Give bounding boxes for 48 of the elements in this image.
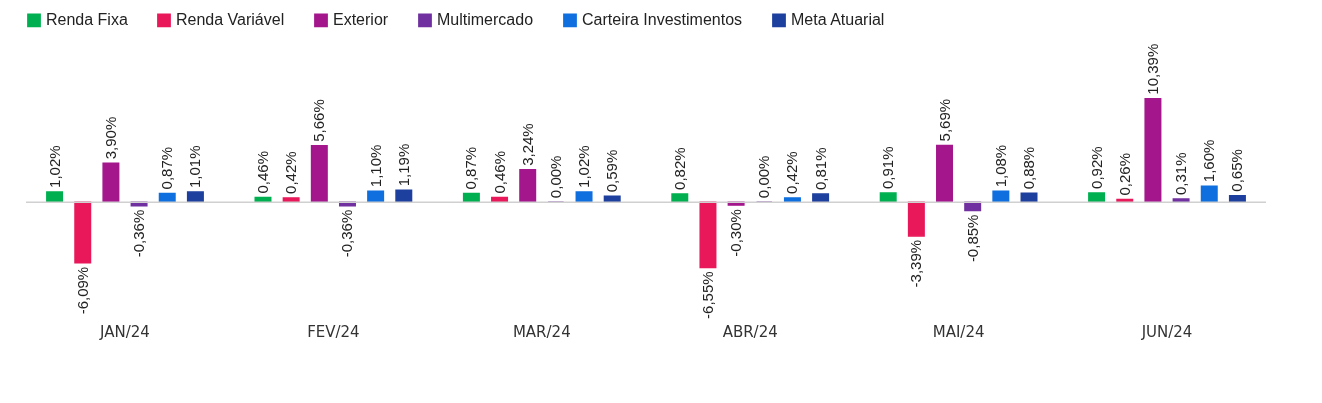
data-label: -0,30% xyxy=(727,209,745,257)
x-tick-label: FEV/24 xyxy=(307,322,360,341)
x-tick-label: JUN/24 xyxy=(1140,322,1193,341)
data-label: 1,60% xyxy=(1200,139,1218,183)
legend-label: Renda Fixa xyxy=(46,11,128,29)
data-label: 0,42% xyxy=(282,151,300,194)
data-label: -0,85% xyxy=(963,214,981,263)
data-label: 3,90% xyxy=(101,116,119,160)
legend-label: Exterior xyxy=(333,11,389,29)
data-label: 0,82% xyxy=(670,147,688,190)
data-label: 0,31% xyxy=(1172,152,1190,196)
data-label: 0,46% xyxy=(253,151,271,194)
data-label: 0,00% xyxy=(755,155,773,199)
data-label: 1,19% xyxy=(394,143,412,187)
data-label: -0,36% xyxy=(130,209,148,258)
data-label: 0,87% xyxy=(462,146,480,190)
data-label: 0,00% xyxy=(546,155,564,199)
data-label: 0,65% xyxy=(1228,149,1246,192)
data-label: 0,59% xyxy=(603,149,621,193)
data-label: 0,46% xyxy=(490,151,508,194)
legend-label: Renda Variável xyxy=(176,11,285,29)
data-label: 0,42% xyxy=(783,151,801,194)
x-tick-label: JAN/24 xyxy=(99,322,150,341)
data-label: 5,69% xyxy=(935,98,953,142)
data-label: 5,66% xyxy=(310,99,328,142)
x-tick-label: MAR/24 xyxy=(512,322,571,341)
data-label: 10,39% xyxy=(1143,43,1161,95)
data-label: -6,55% xyxy=(698,271,716,319)
legend-label: Multimercado xyxy=(437,11,534,29)
data-label: 1,10% xyxy=(366,144,384,188)
data-label: 0,92% xyxy=(1087,146,1105,189)
data-label: 3,24% xyxy=(518,123,536,166)
data-label: 0,91% xyxy=(879,146,897,190)
data-label: 1,02% xyxy=(575,145,593,188)
data-label: 1,02% xyxy=(45,145,63,188)
data-label: 0,81% xyxy=(811,147,829,191)
data-label: -0,36% xyxy=(338,209,356,258)
x-tick-label: ABR/24 xyxy=(722,322,778,341)
x-tick-label: MAI/24 xyxy=(932,322,985,341)
data-label: 1,08% xyxy=(991,144,1009,188)
data-label: 0,26% xyxy=(1115,152,1133,196)
legend-label: Meta Atuarial xyxy=(791,11,885,29)
data-label: -6,09% xyxy=(73,266,91,315)
data-label: -3,39% xyxy=(907,239,925,288)
data-label: 0,87% xyxy=(158,146,176,190)
legend-label: Carteira Investimentos xyxy=(582,11,743,29)
data-label: 0,88% xyxy=(1020,146,1038,190)
data-label: 1,01% xyxy=(186,145,204,189)
